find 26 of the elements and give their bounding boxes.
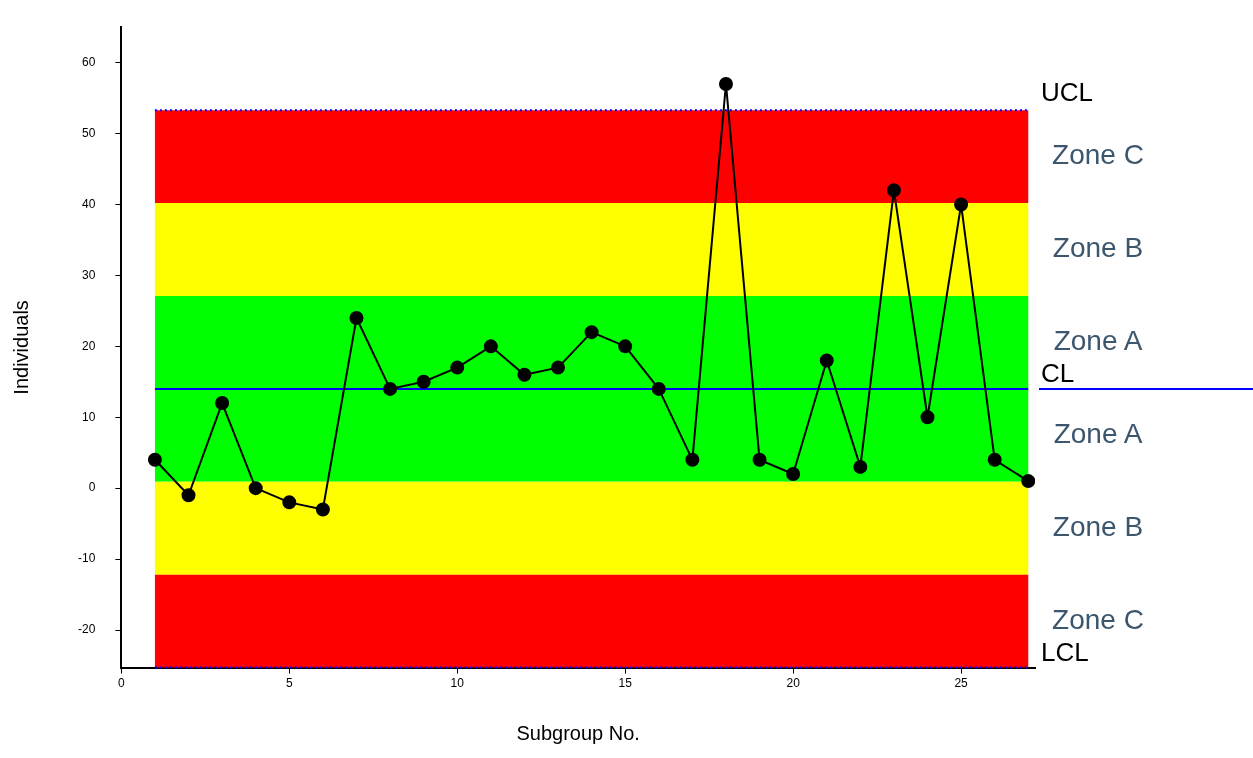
ref-line-label: UCL (1041, 77, 1094, 108)
y-axis-title: Individuals (9, 300, 32, 395)
y-tick-label: 60 (81, 54, 96, 69)
ref-line-label: LCL (1041, 636, 1089, 667)
band-label: Zone C (1052, 603, 1144, 635)
x-tick-label: 0 (118, 676, 125, 691)
x-tick-label: 25 (954, 676, 969, 691)
y-tick-label: -10 (78, 551, 96, 566)
y-tick-label: -20 (78, 622, 96, 637)
ref-line-label: CL (1041, 358, 1075, 389)
band-label: Zone A (1053, 325, 1143, 357)
y-tick-label: 30 (81, 267, 96, 282)
band-label: Zone B (1052, 232, 1144, 264)
y-tick-label: 40 (81, 196, 96, 211)
y-tick-label: 20 (81, 338, 96, 353)
band-label: Zone B (1052, 510, 1144, 542)
x-tick-label: 5 (285, 676, 293, 691)
band-label: Zone C (1052, 139, 1144, 171)
x-axis-title: Subgroup No. (516, 721, 640, 744)
y-tick-label: 50 (81, 125, 96, 140)
x-tick-label: 20 (786, 676, 801, 691)
y-tick-label: 10 (81, 409, 96, 424)
x-tick-label: 10 (450, 676, 465, 691)
y-tick-label: 0 (88, 480, 96, 495)
band-label: Zone A (1053, 418, 1143, 450)
x-tick-label: 15 (618, 676, 633, 691)
